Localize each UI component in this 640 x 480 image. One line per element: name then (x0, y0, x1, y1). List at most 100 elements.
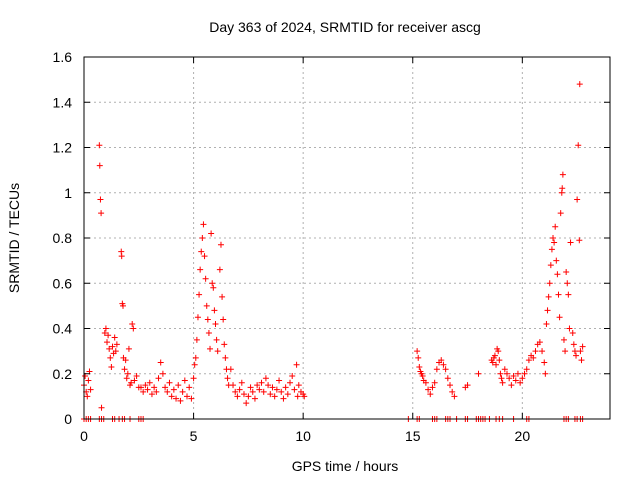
data-point (130, 325, 137, 332)
data-point (438, 357, 445, 364)
data-point (574, 196, 581, 203)
x-tick-label: 15 (405, 428, 421, 444)
data-point (521, 370, 528, 377)
data-point (562, 348, 569, 355)
data-point (153, 388, 160, 395)
data-point (569, 330, 576, 337)
data-point (155, 375, 162, 382)
data-point (234, 393, 241, 400)
data-point (262, 375, 269, 382)
data-point (545, 293, 552, 300)
data-point (579, 343, 586, 350)
data-point (85, 377, 92, 384)
data-point (84, 393, 91, 400)
data-point (87, 386, 94, 393)
data-point (179, 388, 186, 395)
data-point (573, 352, 580, 359)
data-point (260, 388, 267, 395)
data-point (144, 386, 151, 393)
data-point (98, 210, 105, 217)
data-point (166, 379, 173, 386)
data-point (142, 382, 149, 389)
data-point (287, 379, 294, 386)
data-point (108, 363, 115, 370)
data-point (98, 404, 105, 411)
plot-frame (83, 56, 611, 420)
data-point (245, 393, 252, 400)
data-point (247, 384, 254, 391)
data-point (557, 210, 564, 217)
data-point (416, 363, 423, 370)
data-point (224, 375, 231, 382)
data-point (429, 384, 436, 391)
data-point (577, 348, 584, 355)
data-point (449, 388, 456, 395)
data-point (566, 325, 573, 332)
data-point (265, 382, 272, 389)
data-point (553, 257, 560, 264)
data-point (211, 307, 218, 314)
data-point (550, 235, 557, 241)
data-point (560, 336, 567, 343)
data-point (205, 330, 212, 337)
y-tick-label: 0 (64, 411, 72, 427)
data-point (451, 393, 458, 400)
data-point (125, 345, 132, 352)
data-point (280, 395, 287, 402)
data-point (495, 348, 502, 355)
data-point (104, 339, 111, 346)
data-point (190, 375, 197, 382)
data-point (503, 370, 510, 377)
data-point (565, 291, 572, 298)
data-point (186, 384, 193, 391)
data-point (301, 393, 308, 400)
data-point (294, 393, 301, 400)
data-point (530, 354, 537, 361)
data-point (208, 230, 215, 237)
data-point (128, 379, 135, 386)
data-point (576, 81, 583, 88)
data-point (202, 275, 209, 282)
data-point (556, 314, 563, 321)
data-point (97, 196, 104, 203)
data-point (563, 268, 570, 275)
data-point (106, 345, 113, 352)
data-point (101, 330, 108, 337)
data-point (447, 382, 454, 389)
data-point (240, 391, 247, 398)
data-point (547, 262, 554, 269)
data-point (175, 382, 182, 389)
data-point (194, 314, 201, 321)
data-point (291, 386, 298, 393)
data-point (216, 266, 223, 273)
data-point (213, 336, 220, 343)
data-point (111, 334, 118, 341)
data-point (204, 316, 211, 323)
data-point (576, 237, 583, 244)
data-point (217, 241, 224, 248)
data-point (230, 382, 237, 389)
data-point (210, 284, 217, 291)
data-point (273, 386, 280, 393)
data-point (254, 382, 261, 389)
data-point (196, 291, 203, 298)
data-point (425, 386, 432, 393)
data-point (199, 235, 206, 241)
data-point (546, 280, 553, 287)
y-tick-label: 0.4 (53, 321, 73, 337)
data-point (131, 377, 138, 384)
data-point (532, 348, 539, 355)
data-point (541, 359, 548, 366)
data-point (552, 223, 559, 230)
y-tick-label: 1.2 (53, 140, 73, 156)
data-point (415, 354, 422, 361)
data-point (570, 341, 577, 348)
data-point (96, 162, 103, 169)
data-point (181, 377, 188, 384)
data-point (519, 375, 526, 382)
data-point (96, 142, 103, 149)
data-point (517, 379, 524, 386)
data-point (544, 307, 551, 314)
data-point (555, 291, 562, 298)
